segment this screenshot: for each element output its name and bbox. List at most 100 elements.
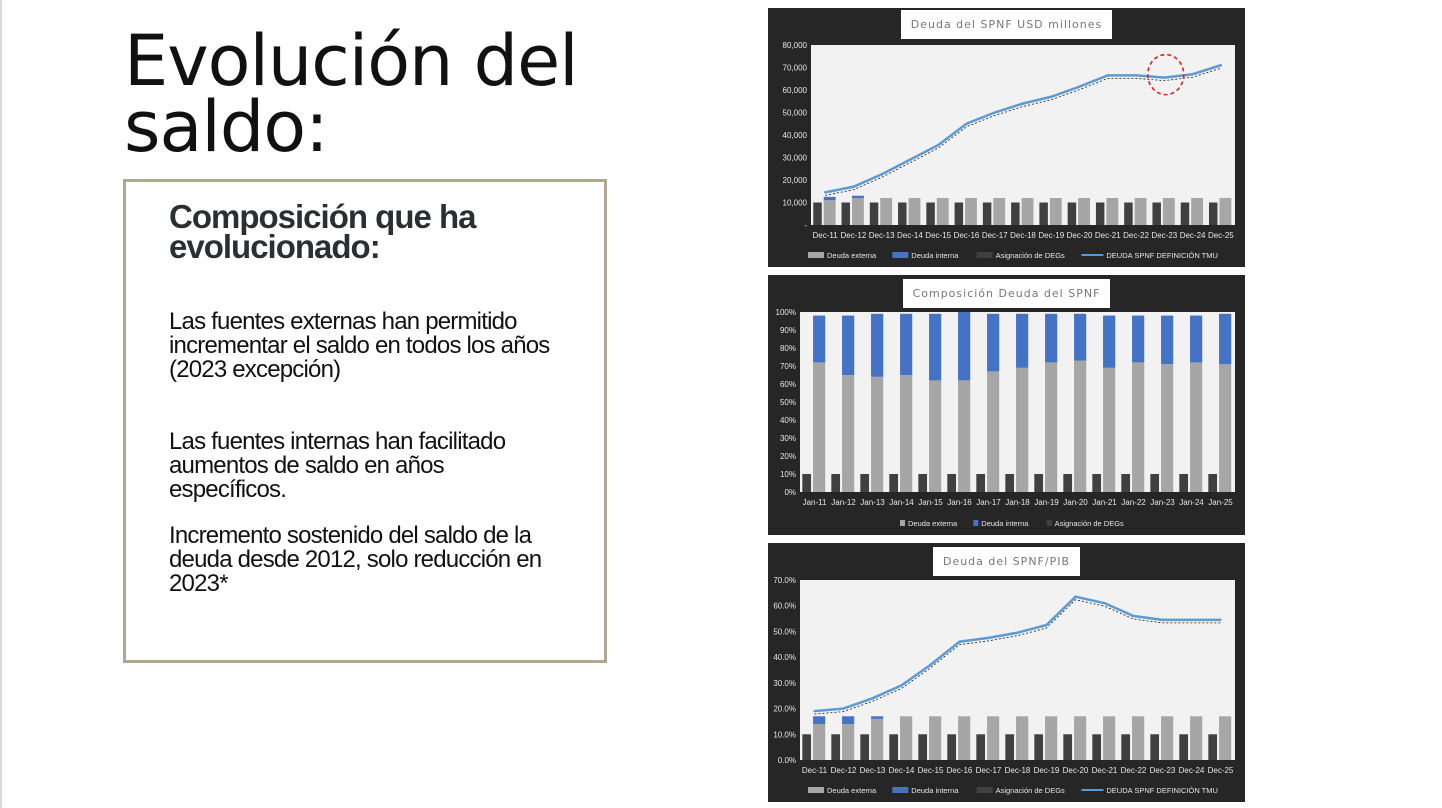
bar-external-dec-19 xyxy=(1049,198,1062,225)
chart-debt-composition: Composición Deuda del SPNF 0% 10% 20% 30% 40… xyxy=(768,275,1245,535)
bar-external-dec-20 xyxy=(1078,198,1090,225)
summary-paragraph-3: Incremento sostenido del saldo de la deu… xyxy=(169,522,542,597)
legend-label-deuda-externa: Deuda externa xyxy=(827,786,877,795)
bar-degs-dec-24 xyxy=(1179,734,1189,760)
line-point-dec-18 xyxy=(1021,102,1025,105)
bar-degs-dec-21 xyxy=(1092,734,1102,760)
x-tick-label: Jan-24 xyxy=(1179,498,1204,507)
legend-swatch-asignacion-de-degs xyxy=(976,787,993,793)
bar-degs-dec-19 xyxy=(1039,202,1048,225)
bar-internal-jan-23 xyxy=(1161,315,1174,365)
bar-degs-dec-22 xyxy=(1124,202,1133,225)
legend-swatch-deuda-interna xyxy=(892,787,909,793)
chart-debt-gdp-title: Deuda del SPNF/PIB xyxy=(932,547,1081,576)
x-tick-label: Dec-19 xyxy=(1034,766,1060,775)
bar-internal-dec-11 xyxy=(823,196,836,201)
chart-2-svg: 0.0% 10.0% 20.0% 30.0% 40.0% 50.0% 60.0% 70.0% D… xyxy=(773,576,1235,795)
line-point-dec-18 xyxy=(1016,631,1019,634)
bar-degs-dec-11 xyxy=(802,734,812,760)
bar-external-jan-13 xyxy=(871,376,884,492)
y-tick-label: 60,000 xyxy=(783,86,808,95)
bar-external-jan-22 xyxy=(1132,362,1145,492)
legend-swatch-deuda-externa xyxy=(900,520,905,526)
y-tick-label: - xyxy=(804,221,807,230)
legend-label-asignacion-de-degs: Asignación de DEGs xyxy=(996,251,1065,260)
x-tick-label: Dec-20 xyxy=(1067,231,1093,240)
x-tick-label: Jan-23 xyxy=(1150,498,1175,507)
x-tick-label: Dec-17 xyxy=(976,766,1002,775)
y-tick-label: 70.0% xyxy=(773,576,796,585)
y-tick-label: 90% xyxy=(780,326,796,335)
bar-external-dec-24 xyxy=(1191,198,1204,225)
x-tick-label: Dec-19 xyxy=(1038,231,1064,240)
bar-external-dec-15 xyxy=(936,198,949,225)
bar-external-dec-11 xyxy=(813,724,826,760)
bar-degs-dec-19 xyxy=(1034,734,1044,760)
bar-degs-dec-20 xyxy=(1063,734,1073,760)
bar-external-dec-16 xyxy=(965,198,977,225)
x-tick-label: Dec-12 xyxy=(841,231,867,240)
y-tick-label: 10,000 xyxy=(783,199,808,208)
y-tick-label: 70,000 xyxy=(783,64,808,73)
legend-swatch-deuda-externa xyxy=(808,252,824,258)
bar-degs-dec-23 xyxy=(1150,734,1160,760)
bar-internal-jan-11 xyxy=(813,315,826,363)
bar-degs-dec-18 xyxy=(1011,202,1020,225)
line-point-dec-20 xyxy=(1078,85,1081,88)
legend-label-asignacion-de-degs: Asignación de DEGs xyxy=(996,786,1065,795)
bar-degs-dec-18 xyxy=(1005,734,1015,760)
bar-external-dec-14 xyxy=(900,716,913,760)
bar-external-dec-25 xyxy=(1219,716,1232,760)
line-point-dec-20 xyxy=(1074,595,1077,598)
line-point-dec-21 xyxy=(1103,601,1106,605)
bar-degs-jan-20 xyxy=(1063,474,1073,492)
x-tick-label: Jan-21 xyxy=(1092,498,1117,507)
bar-external-jan-24 xyxy=(1190,362,1203,492)
bar-external-dec-13 xyxy=(880,198,893,225)
bar-degs-dec-23 xyxy=(1152,202,1161,225)
line-point-dec-16 xyxy=(965,122,968,125)
x-tick-label: Jan-17 xyxy=(976,498,1001,507)
x-tick-label: Dec-21 xyxy=(1092,766,1118,775)
bar-internal-jan-19 xyxy=(1045,313,1058,363)
bar-external-dec-20 xyxy=(1074,716,1087,760)
bar-degs-dec-17 xyxy=(982,202,992,225)
x-tick-label: Jan-15 xyxy=(918,498,943,507)
bar-degs-dec-25 xyxy=(1208,734,1218,760)
line-point-dec-13 xyxy=(880,173,883,176)
bar-degs-jan-13 xyxy=(860,474,870,492)
highlight-circle xyxy=(1146,53,1185,96)
line-point-dec-19 xyxy=(1050,95,1053,98)
x-tick-label: Jan-18 xyxy=(1005,498,1030,507)
bar-external-jan-21 xyxy=(1103,367,1116,492)
x-tick-label: Dec-25 xyxy=(1208,231,1234,240)
legend-label-asignacion-de-degs: Asignación de DEGs xyxy=(1055,519,1124,528)
bar-internal-dec-12 xyxy=(842,716,855,724)
x-tick-label: Jan-14 xyxy=(889,498,914,507)
bar-external-jan-14 xyxy=(900,375,913,492)
bar-degs-jan-25 xyxy=(1208,474,1218,492)
bar-degs-dec-21 xyxy=(1095,202,1105,225)
bar-degs-jan-21 xyxy=(1092,474,1102,492)
x-tick-label: Dec-15 xyxy=(918,766,944,775)
bar-internal-jan-21 xyxy=(1103,315,1116,368)
y-tick-label: 0.0% xyxy=(778,756,796,765)
bar-degs-dec-17 xyxy=(976,734,986,760)
y-tick-label: 50% xyxy=(780,398,796,407)
bar-external-dec-12 xyxy=(851,198,864,225)
x-tick-label: Jan-25 xyxy=(1208,498,1233,507)
y-tick-label: 50,000 xyxy=(783,109,808,118)
bar-internal-jan-24 xyxy=(1190,315,1203,363)
bar-external-dec-11 xyxy=(823,200,836,225)
x-tick-label: Dec-18 xyxy=(1005,766,1031,775)
y-tick-label: 40,000 xyxy=(783,131,808,140)
bar-internal-dec-13 xyxy=(871,716,884,719)
x-tick-label: Dec-23 xyxy=(1151,231,1177,240)
bar-degs-jan-24 xyxy=(1179,474,1189,492)
bar-degs-dec-16 xyxy=(947,734,957,760)
legend-swatch-deuda-interna xyxy=(973,520,979,526)
bar-degs-dec-25 xyxy=(1208,202,1218,225)
y-tick-label: 10% xyxy=(780,470,796,479)
slide-left-edge xyxy=(0,0,2,808)
summary-paragraph-1: Las fuentes externas han permitido incre… xyxy=(169,308,550,383)
